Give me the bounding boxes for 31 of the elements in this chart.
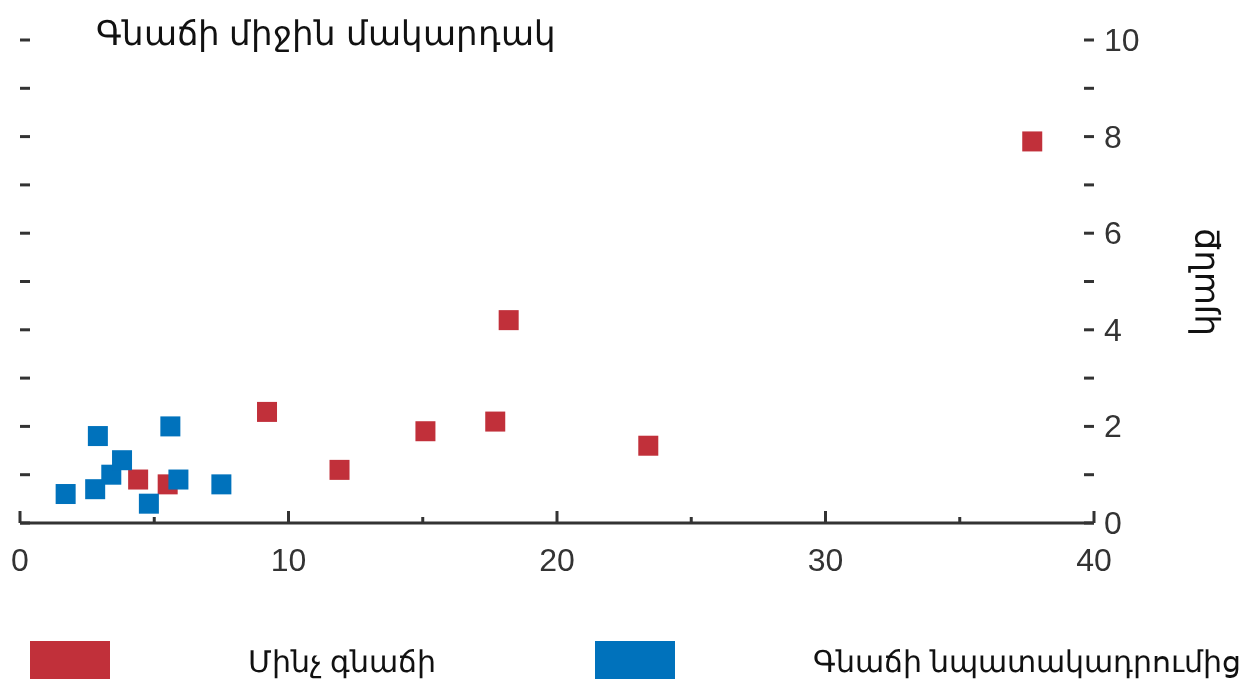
x-tick-label: 30 (807, 542, 844, 578)
point (55, 484, 76, 505)
point (87, 426, 108, 447)
point (112, 450, 133, 471)
point (160, 416, 181, 437)
point (138, 493, 159, 514)
text: Գնաճի նպատակադրումից (813, 645, 1242, 679)
y-tick-label: 6 (1104, 215, 1122, 252)
point (415, 421, 436, 442)
text: Մինչ գնաճի (248, 645, 437, 679)
point (211, 474, 232, 495)
point (257, 401, 278, 422)
point (128, 469, 149, 490)
point (498, 310, 519, 331)
x-tick-label: 0 (11, 542, 29, 578)
y-tick-label: 4 (1104, 311, 1122, 348)
y-tick-label: 10 (1104, 22, 1140, 58)
point (1022, 131, 1043, 152)
chart-title: Գնաճի միջին մակարդակ (96, 14, 556, 53)
x-tick-label: 40 (1076, 542, 1112, 578)
point (485, 411, 506, 432)
point (85, 479, 106, 500)
point (329, 459, 350, 480)
x-tick-label: 20 (539, 542, 575, 578)
y-tick-label: 8 (1104, 118, 1122, 155)
point (168, 469, 189, 490)
x-tick-label: 10 (270, 542, 307, 578)
y-axis-title: կյանք (1183, 227, 1222, 336)
point (638, 435, 659, 456)
y-tick-label: 2 (1104, 408, 1122, 445)
y-tick-label: 0 (1104, 505, 1122, 541)
